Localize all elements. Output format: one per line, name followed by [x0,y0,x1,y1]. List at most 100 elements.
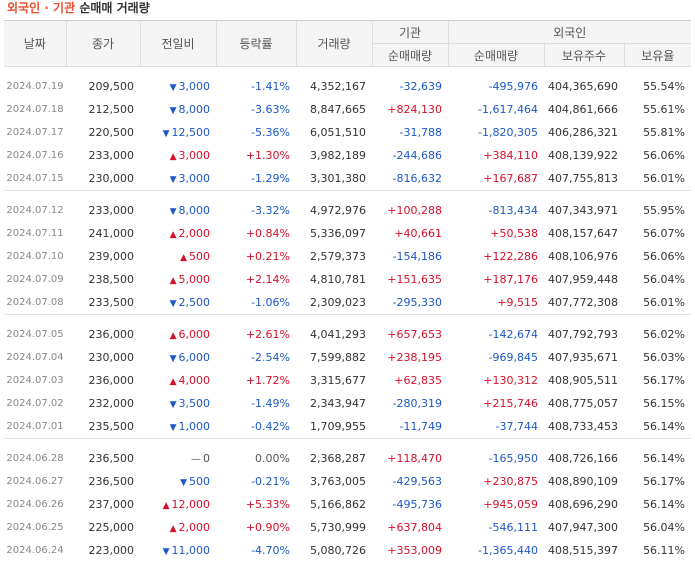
cell-ratio: 56.01% [643,172,686,185]
change-value: 3,000 [178,80,211,93]
cell-close: 232,000 [88,397,135,410]
cell-rate: +1.72% [245,374,290,387]
cell-date: 2024.06.24 [6,545,64,556]
cell-inst-net: +824,130 [387,103,442,116]
cell-close: 233,000 [88,149,135,162]
cell-rate: -1.49% [251,397,290,410]
cell-change: ▼ 3,000 [140,75,216,98]
triangle-up-icon: ▲ [180,253,187,263]
cell-volume: 4,972,976 [310,204,366,217]
table-row: 2024.06.25 225,000 ▲ 2,000 +0.90% 5,730,999 +6… [4,516,691,539]
cell-rate: -3.32% [251,204,290,217]
cell-change: —0 [140,447,216,470]
cell-date: 2024.07.19 [6,81,64,92]
cell-close: 236,000 [88,374,135,387]
table-row: 2024.07.03 236,000 ▲ 4,000 +1.72% 3,315,677 +6… [4,369,691,392]
cell-foreign-net: -37,744 [495,420,538,433]
cell-volume: 7,599,882 [310,351,366,364]
cell-foreign-net: -1,820,305 [478,126,538,139]
cell-volume: 5,730,999 [310,521,366,534]
change-value: 3,000 [178,172,211,185]
dash-icon: — [191,454,201,465]
change-value: 5,000 [178,273,211,286]
group-separator [4,190,692,199]
cell-date: 2024.07.09 [6,274,64,285]
section-title: 외국인 · 기관 순매매 거래량 [7,0,150,18]
table-row: 2024.07.09 238,500 ▲ 5,000 +2.14% 4,810,781 +1… [4,268,691,291]
change-value: 2,000 [178,227,211,240]
table-row: 2024.07.01 235,500 ▼ 1,000 -0.42% 1,709,955 -1… [4,415,691,439]
cell-inst-net: +657,653 [387,328,442,341]
table-row: 2024.07.10 239,000 ▲ 500 +0.21% 2,579,373 -154… [4,245,691,268]
cell-ratio: 56.11% [643,544,686,557]
cell-foreign-net: -813,434 [488,204,538,217]
cell-change: ▼ 3,000 [140,167,216,191]
cell-date: 2024.07.10 [6,251,64,262]
col-header-close: 종가 [65,20,140,67]
group-separator [4,314,692,323]
cell-ratio: 56.07% [643,227,686,240]
cell-foreign-net: +187,176 [483,273,538,286]
cell-volume: 2,368,287 [310,452,366,465]
cell-holdings: 407,755,813 [548,172,618,185]
table-row: 2024.06.27 236,500 ▼ 500 -0.21% 3,763,005 -429… [4,470,691,493]
cell-holdings: 407,959,448 [548,273,618,286]
cell-date: 2024.07.12 [6,205,64,216]
cell-close: 235,500 [88,420,135,433]
cell-volume: 3,301,380 [310,172,366,185]
cell-volume: 5,166,862 [310,498,366,511]
triangle-up-icon: ▲ [169,524,177,534]
cell-holdings: 404,365,690 [548,80,618,93]
triangle-down-icon: ▼ [169,83,177,93]
cell-change: ▼ 1,000 [140,415,216,439]
cell-change: ▲ 2,000 [140,222,216,245]
cell-holdings: 406,286,321 [548,126,618,139]
cell-change: ▲ 4,000 [140,369,216,392]
cell-holdings: 408,139,922 [548,149,618,162]
table-row: 2024.07.18 212,500 ▼ 8,000 -3.63% 8,847,665 +8… [4,98,691,121]
cell-date: 2024.06.25 [6,522,64,533]
cell-close: 220,500 [88,126,135,139]
cell-ratio: 55.95% [643,204,686,217]
cell-foreign-net: -495,976 [488,80,538,93]
cell-date: 2024.07.04 [6,352,64,363]
cell-rate: -0.42% [251,420,290,433]
investor-trading-table: 날짜 종가 전일비 등락률 거래량 기관 외국인 순매매량 순매매량 보유주수 … [4,20,692,562]
cell-rate: -2.54% [251,351,290,364]
table-row: 2024.07.16 233,000 ▲ 3,000 +1.30% 3,982,189 -2… [4,144,691,167]
group-separator [4,438,692,447]
cell-foreign-net: +215,746 [483,397,538,410]
cell-foreign-net: +230,875 [483,475,538,488]
table-row: 2024.06.24 223,000 ▼ 11,000 -4.70% 5,080,726 +… [4,539,691,562]
change-value: 500 [189,250,210,263]
cell-rate: +0.21% [245,250,290,263]
cell-rate: +1.30% [245,149,290,162]
cell-foreign-net: -142,674 [488,328,538,341]
cell-close: 236,000 [88,328,135,341]
cell-volume: 2,309,023 [310,296,366,309]
cell-close: 236,500 [88,475,135,488]
cell-date: 2024.07.18 [6,104,64,115]
cell-foreign-net: -1,617,464 [478,103,538,116]
cell-inst-net: +62,835 [394,374,442,387]
col-header-change: 전일비 [139,20,216,67]
title-investor-label: 외국인 · 기관 [7,1,76,15]
cell-ratio: 56.17% [643,475,686,488]
change-value: 4,000 [178,374,211,387]
cell-ratio: 56.02% [643,328,686,341]
change-value: 6,000 [178,328,211,341]
table-row: 2024.07.08 233,500 ▼ 2,500 -1.06% 2,309,023 -2… [4,291,691,315]
cell-holdings: 408,890,109 [548,475,618,488]
cell-holdings: 408,775,057 [548,397,618,410]
cell-change: ▲ 3,000 [140,144,216,167]
cell-foreign-net: +945,059 [483,498,538,511]
table-row: 2024.07.17 220,500 ▼ 12,500 -5.36% 6,051,510 -… [4,121,691,144]
cell-holdings: 404,861,666 [548,103,618,116]
cell-ratio: 56.15% [643,397,686,410]
cell-foreign-net: -165,950 [488,452,538,465]
cell-volume: 2,343,947 [310,397,366,410]
cell-close: 212,500 [88,103,135,116]
cell-rate: -1.29% [251,172,290,185]
cell-date: 2024.07.17 [6,127,64,138]
cell-inst-net: -11,749 [399,420,442,433]
